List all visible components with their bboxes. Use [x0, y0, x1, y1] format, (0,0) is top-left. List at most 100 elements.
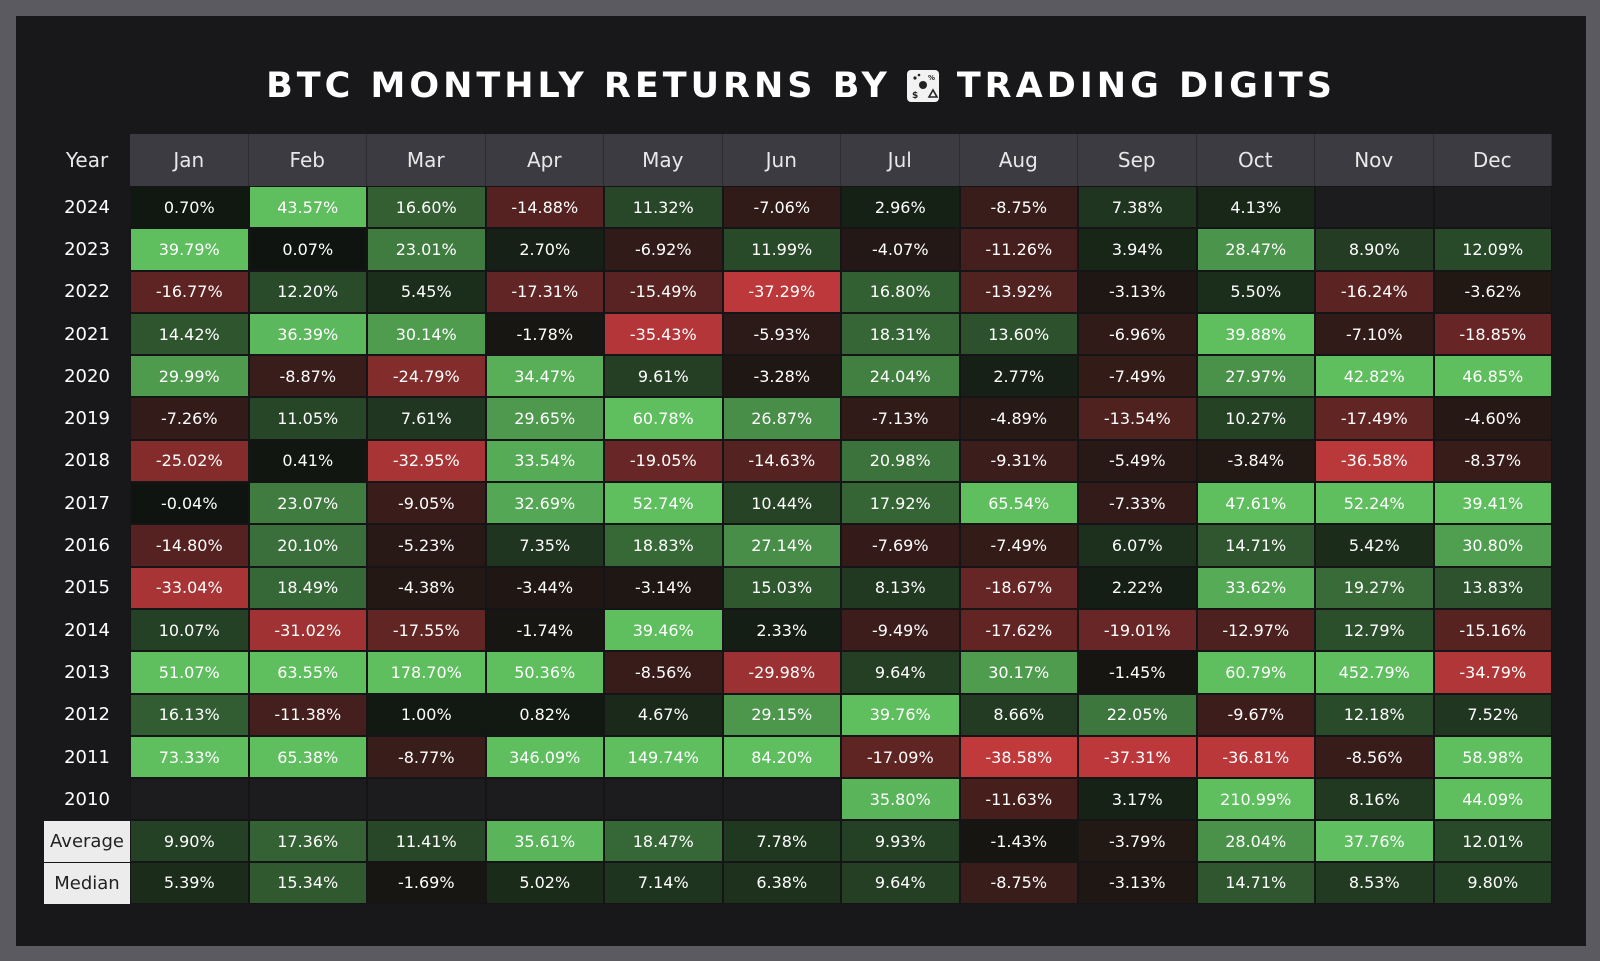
return-cell: 5.42%: [1315, 524, 1434, 567]
return-cell: 35.80%: [841, 778, 960, 821]
return-cell: -3.44%: [485, 566, 604, 609]
return-cell: 15.03%: [722, 566, 841, 609]
return-cell: 8.90%: [1315, 228, 1434, 271]
median-cell: 7.14%: [604, 862, 723, 904]
return-cell: 10.27%: [1196, 397, 1315, 440]
return-cell: 39.79%: [130, 228, 249, 271]
return-cell: -8.75%: [959, 186, 1078, 229]
return-cell: 30.17%: [959, 651, 1078, 694]
month-header-jan: Jan: [130, 134, 249, 186]
return-cell: -9.67%: [1196, 693, 1315, 736]
return-cell: 9.64%: [841, 651, 960, 694]
return-cell: -15.16%: [1433, 608, 1552, 652]
return-cell: 2.22%: [1078, 566, 1197, 609]
median-cell: 9.64%: [841, 862, 960, 904]
return-cell: -11.38%: [248, 693, 367, 736]
return-cell: 4.67%: [604, 693, 723, 736]
svg-text:%: %: [928, 74, 939, 82]
average-cell: 17.36%: [248, 820, 367, 863]
year-column-header: Year: [65, 148, 109, 172]
return-cell: 52.24%: [1315, 482, 1434, 525]
return-cell: [722, 778, 841, 821]
return-cell: -4.07%: [841, 228, 960, 271]
return-cell: 10.07%: [130, 608, 249, 652]
average-cell: 7.78%: [722, 820, 841, 863]
return-cell: 32.69%: [485, 482, 604, 525]
return-cell: 33.62%: [1196, 566, 1315, 609]
median-cell: 14.71%: [1196, 862, 1315, 904]
return-cell: 12.09%: [1433, 228, 1552, 271]
return-cell: -8.56%: [604, 651, 723, 694]
average-cell: 9.90%: [130, 820, 249, 863]
return-cell: -19.05%: [604, 439, 723, 483]
stat-label-median: Median: [44, 863, 130, 904]
return-cell: -3.14%: [604, 566, 723, 609]
return-cell: 7.52%: [1433, 693, 1552, 736]
month-header-dec: Dec: [1433, 134, 1552, 186]
year-label-2014: 2014: [64, 619, 110, 641]
return-cell: -6.92%: [604, 228, 723, 271]
return-cell: -14.63%: [722, 439, 841, 483]
return-cell: 58.98%: [1433, 735, 1552, 779]
return-cell: 65.54%: [959, 482, 1078, 525]
return-cell: -8.77%: [367, 735, 486, 779]
return-cell: [1315, 186, 1434, 229]
return-cell: -5.93%: [722, 312, 841, 356]
return-cell: [130, 778, 249, 821]
return-cell: -14.88%: [485, 186, 604, 229]
return-cell: -13.54%: [1078, 397, 1197, 440]
month-header-sep: Sep: [1078, 134, 1197, 186]
return-cell: -35.43%: [604, 312, 723, 356]
return-cell: 29.99%: [130, 355, 249, 398]
return-cell: 39.88%: [1196, 312, 1315, 356]
year-label-2012: 2012: [64, 704, 110, 726]
return-cell: 12.79%: [1315, 608, 1434, 652]
return-cell: 33.54%: [485, 439, 604, 483]
month-header-aug: Aug: [959, 134, 1078, 186]
year-label-2021: 2021: [64, 323, 110, 345]
return-cell: 52.74%: [604, 482, 723, 525]
title-text-after-logo: TRADING DIGITS: [956, 66, 1336, 106]
average-cell: -1.43%: [959, 820, 1078, 863]
return-cell: -29.98%: [722, 651, 841, 694]
return-cell: -7.06%: [722, 186, 841, 229]
year-label-2023: 2023: [64, 238, 110, 260]
median-cell: -1.69%: [367, 862, 486, 904]
median-cell: 6.38%: [722, 862, 841, 904]
year-label-2010: 2010: [64, 788, 110, 810]
month-header-nov: Nov: [1315, 134, 1434, 186]
return-cell: 46.85%: [1433, 355, 1552, 398]
return-cell: 5.45%: [367, 270, 486, 313]
return-cell: [1433, 186, 1552, 229]
return-cell: -7.13%: [841, 397, 960, 440]
return-cell: 26.87%: [722, 397, 841, 440]
return-cell: 7.61%: [367, 397, 486, 440]
return-cell: -8.87%: [248, 355, 367, 398]
return-cell: [248, 778, 367, 821]
return-cell: 14.71%: [1196, 524, 1315, 567]
return-cell: -4.60%: [1433, 397, 1552, 440]
return-cell: 7.38%: [1078, 186, 1197, 229]
year-label-2018: 2018: [64, 450, 110, 472]
return-cell: 39.41%: [1433, 482, 1552, 525]
return-cell: 42.82%: [1315, 355, 1434, 398]
median-cell: 8.53%: [1315, 862, 1434, 904]
return-cell: 12.18%: [1315, 693, 1434, 736]
return-cell: 60.79%: [1196, 651, 1315, 694]
return-cell: 28.47%: [1196, 228, 1315, 271]
return-cell: 17.92%: [841, 482, 960, 525]
return-cell: 16.60%: [367, 186, 486, 229]
return-cell: 11.99%: [722, 228, 841, 271]
return-cell: -13.92%: [959, 270, 1078, 313]
return-cell: -1.78%: [485, 312, 604, 356]
return-cell: -11.26%: [959, 228, 1078, 271]
return-cell: -5.23%: [367, 524, 486, 567]
year-label-2019: 2019: [64, 408, 110, 430]
return-cell: 22.05%: [1078, 693, 1197, 736]
return-cell: 11.32%: [604, 186, 723, 229]
return-cell: 20.98%: [841, 439, 960, 483]
return-cell: 29.15%: [722, 693, 841, 736]
return-cell: -3.13%: [1078, 270, 1197, 313]
month-header-feb: Feb: [248, 134, 367, 186]
return-cell: -33.04%: [130, 566, 249, 609]
